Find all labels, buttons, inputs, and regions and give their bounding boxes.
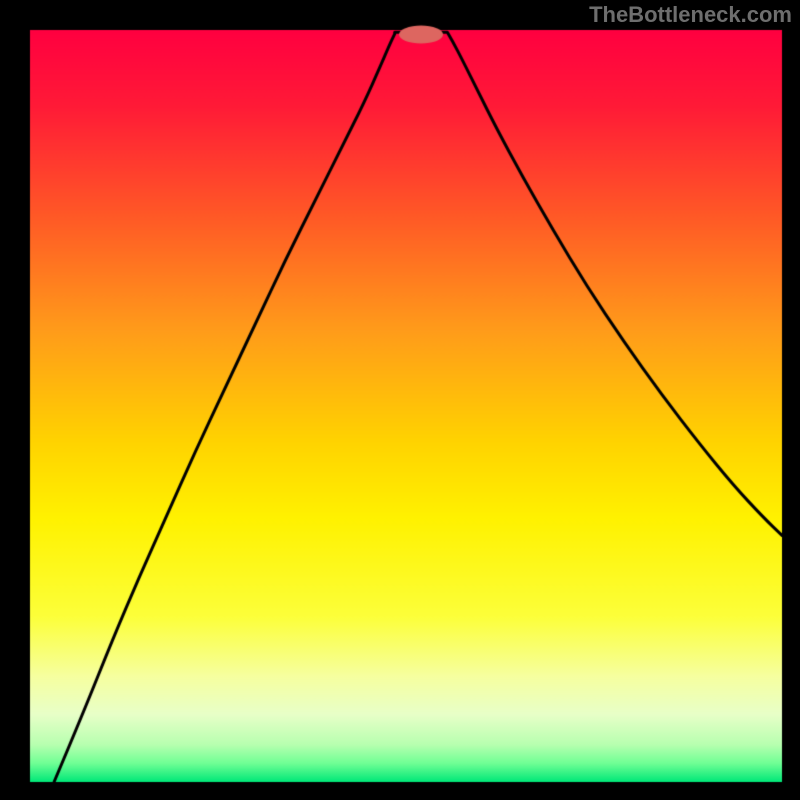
attribution-text: TheBottleneck.com <box>589 2 792 28</box>
bottleneck-chart <box>0 0 800 800</box>
